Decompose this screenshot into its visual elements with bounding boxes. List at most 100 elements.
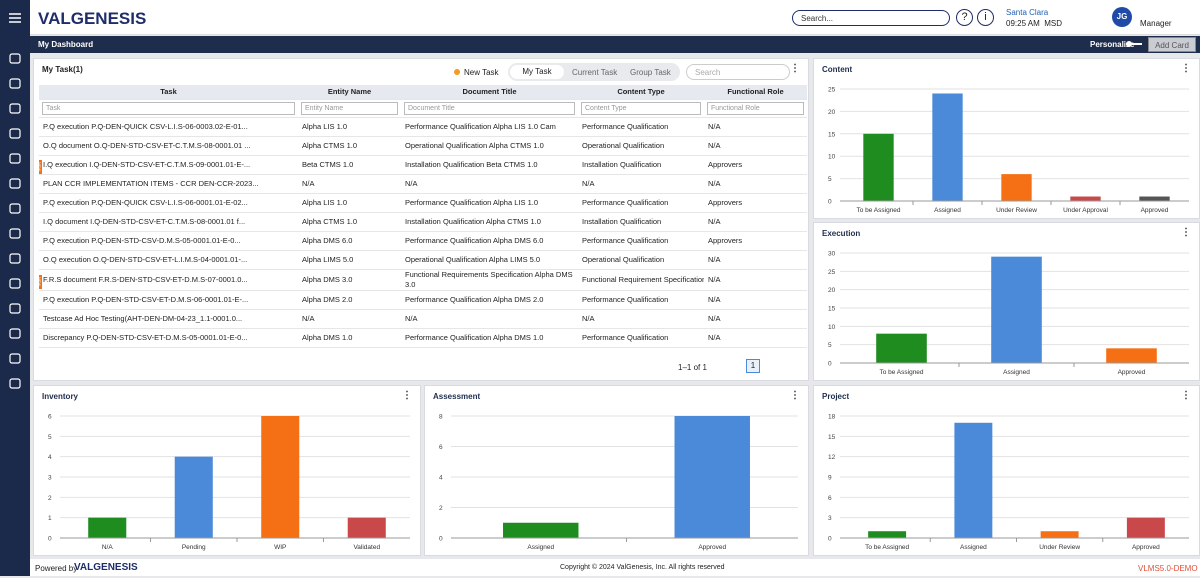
cell-text: O.Q document O.Q-DEN-STD-CSV-ET-C.T.M.S-… xyxy=(43,141,251,150)
cell-text: Alpha DMS 3.0 xyxy=(302,275,353,284)
new-dot xyxy=(454,69,460,75)
bar xyxy=(174,456,213,538)
nav-icon xyxy=(9,303,21,314)
sidebar-icons xyxy=(9,13,21,389)
cell-text: Approvers xyxy=(708,160,743,169)
toggle[interactable] xyxy=(1126,41,1142,47)
y-tick-label: 0 xyxy=(828,361,832,368)
table-cell: Alpha CTMS 1.0 xyxy=(298,212,401,232)
table-cell: N/A xyxy=(401,174,578,194)
filter-input[interactable]: Task xyxy=(42,101,295,115)
inventory-panel: Inventory ⋮ 0 1 2 3 4 5 6 N/A Pending WIP Validated xyxy=(33,385,421,556)
cell-text: F.R.S document F.R.S-DEN-STD-CSV-ET-D.M.… xyxy=(43,275,248,284)
y-tick-label: 20 xyxy=(828,287,836,294)
menu[interactable]: ⋮ xyxy=(402,390,412,401)
table-cell: Operational Qualification xyxy=(578,250,704,270)
search-box[interactable]: Search... xyxy=(792,10,950,26)
tab[interactable]: Current Task xyxy=(572,68,618,77)
table-row: O.Q execution O.Q-DEN-STD-CSV-ET-L.I.M.S… xyxy=(39,250,807,270)
add-card-button[interactable]: Add Card xyxy=(1148,37,1196,52)
filter-row: Task Entity Name Document Title Content Typ… xyxy=(39,99,807,118)
column-header: Content Type xyxy=(578,85,704,100)
y-tick-label: 0 xyxy=(828,199,832,206)
y-tick-label: 6 xyxy=(439,444,443,451)
table-cell: Alpha LIS 1.0 xyxy=(298,117,401,137)
cell-text: Approvers xyxy=(708,198,743,207)
panel-title: Content xyxy=(822,65,853,74)
tab-group: My Task Current Task Group Task xyxy=(508,63,680,81)
help-icon[interactable]: ? xyxy=(956,9,973,26)
nav-icon xyxy=(9,153,21,164)
nav-icon xyxy=(9,103,21,114)
table-cell: Alpha DMS 2.0 xyxy=(298,290,401,310)
filter-input[interactable]: Document Title xyxy=(404,101,575,115)
bar xyxy=(954,422,993,538)
page-button[interactable]: 1 xyxy=(746,359,760,373)
bar xyxy=(876,333,927,363)
table-cell: Alpha CTMS 1.0 xyxy=(298,136,401,156)
table-cell: N/A xyxy=(704,290,807,310)
table-cell: Testcase Ad Hoc Testing(AHT-DEN-DM-04-23… xyxy=(39,309,298,329)
y-tick-label: 12 xyxy=(828,454,836,461)
table-cell: N/A xyxy=(578,309,704,329)
avatar[interactable]: JG xyxy=(1112,7,1132,27)
cell-text: I.Q document I.Q-DEN-STD-CSV-ET-C.T.M.S-… xyxy=(43,217,246,226)
tab[interactable]: Group Task xyxy=(630,68,671,77)
cell-text: I.Q execution I.Q-DEN-STD-CSV-ET-C.T.M.S… xyxy=(43,160,251,169)
cell-text: N/A xyxy=(708,314,721,323)
search-input[interactable]: Search xyxy=(686,64,790,80)
filter-input[interactable]: Entity Name xyxy=(301,101,398,115)
menu[interactable]: ⋮ xyxy=(1181,63,1191,74)
assessment-panel: Assessment ⋮ 0 2 4 6 8 Assigned Approved xyxy=(424,385,809,556)
cell-text: Installation Qualification Beta CTMS 1.0 xyxy=(405,160,538,169)
cell-text: P.Q execution P.Q-DEN-STD-CSV-D.M.S-05-0… xyxy=(43,236,241,245)
filter-input[interactable]: Content Type xyxy=(581,101,701,115)
cell-text: N/A xyxy=(582,179,595,188)
x-tick-label: Approved xyxy=(1141,207,1169,214)
new-task[interactable]: New Task xyxy=(464,68,499,77)
menu[interactable]: ⋮ xyxy=(790,63,800,74)
x-tick-label: Pending xyxy=(182,544,206,551)
cell-text: Operational Qualification Alpha CTMS 1.0 xyxy=(405,141,544,150)
table-cell: PLAN CCR IMPLEMENTATION ITEMS - CCR DEN-… xyxy=(39,174,298,194)
cell-text: P.Q execution P.Q-DEN-QUICK CSV-L.I.S-06… xyxy=(43,122,248,131)
menu[interactable]: ⋮ xyxy=(790,390,800,401)
y-tick-label: 5 xyxy=(48,434,52,441)
table-row: PLAN CCR IMPLEMENTATION ITEMS - CCR DEN-… xyxy=(39,174,807,194)
x-tick-label: Under Review xyxy=(996,207,1037,214)
table-row: P.Q execution P.Q-DEN-STD-CSV-D.M.S-05-0… xyxy=(39,231,807,251)
y-tick-label: 1 xyxy=(48,515,52,522)
copyright: Copyright © 2024 ValGenesis, Inc. All ri… xyxy=(560,564,725,571)
table-cell: Functional Requirements Specification Al… xyxy=(401,269,578,291)
cell-text: Installation Qualification Alpha CTMS 1.… xyxy=(405,217,541,226)
cell-text: N/A xyxy=(708,295,721,304)
filter-cell: Task xyxy=(39,99,298,118)
filter-input[interactable]: Functional Role xyxy=(707,101,804,115)
table-cell: P.Q execution P.Q-DEN-STD-CSV-ET-D.M.S-0… xyxy=(39,290,298,310)
info-icon[interactable]: i xyxy=(977,9,994,26)
cell-text: Approvers xyxy=(708,236,743,245)
cell-text: O.Q execution O.Q-DEN-STD-CSV-ET-L.I.M.S… xyxy=(43,255,248,264)
table-cell: N/A xyxy=(704,212,807,232)
nav-icon xyxy=(9,203,21,214)
bar xyxy=(863,133,894,201)
table-cell: N/A xyxy=(704,136,807,156)
table-cell: Installation Qualification Alpha CTMS 1.… xyxy=(401,212,578,232)
new-badge: NEW xyxy=(39,275,42,289)
x-tick-label: Approved xyxy=(698,544,726,551)
nav-icon xyxy=(9,253,21,264)
y-tick-label: 3 xyxy=(48,475,52,482)
tab[interactable]: My Task xyxy=(510,65,564,79)
footer-logo: VALGENESIS xyxy=(74,562,138,573)
cell-text: N/A xyxy=(302,314,315,323)
table-cell: Alpha DMS 3.0 xyxy=(298,269,401,291)
menu[interactable]: ⋮ xyxy=(1181,227,1191,238)
menu[interactable]: ⋮ xyxy=(1181,390,1191,401)
y-tick-label: 9 xyxy=(828,475,832,482)
bar xyxy=(674,416,750,538)
table-cell: NEW F.R.S document F.R.S-DEN-STD-CSV-ET-D… xyxy=(39,269,298,291)
table-cell: Operational Qualification Alpha LIMS 5.0 xyxy=(401,250,578,270)
x-tick-label: To be Assigned xyxy=(856,207,900,214)
user-role: Manager xyxy=(1140,19,1172,28)
